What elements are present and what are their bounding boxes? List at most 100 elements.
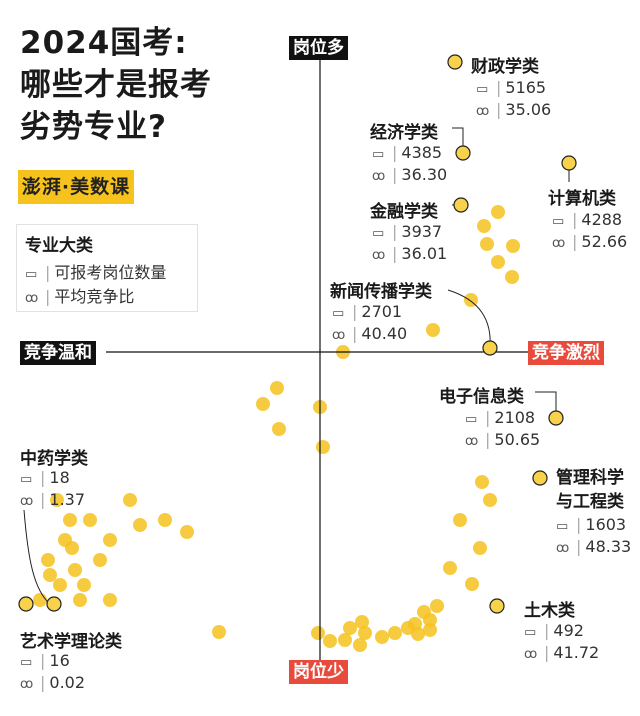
people-icon: ꝏ: [556, 541, 570, 556]
data-point: [443, 561, 457, 575]
data-point: [256, 397, 270, 411]
title-line-3: 劣势专业?: [20, 109, 167, 145]
point-stats: ▭ | 492 ꝏ | 41.72: [524, 621, 599, 662]
data-point: [272, 422, 286, 436]
data-point: [353, 638, 367, 652]
point-label: 金融学类: [370, 202, 438, 222]
data-point: [355, 615, 369, 629]
data-point: [33, 593, 47, 607]
competition-value: 48.33: [585, 537, 632, 556]
competition-value: 50.65: [494, 430, 541, 449]
competition-stat: ꝏ | 41.72: [524, 643, 600, 662]
data-point: [465, 577, 479, 591]
positions-stat: ▭ | 1603: [556, 515, 627, 534]
monitor-icon: ▭: [476, 82, 489, 97]
positions-value: 4288: [581, 210, 623, 229]
data-point: [123, 493, 137, 507]
labeled-data-point: [532, 470, 548, 486]
point-stats: ▭ | 4288 ꝏ | 52.66: [552, 210, 627, 251]
labeled-data-point: [447, 54, 463, 70]
data-point: [50, 493, 64, 507]
legend-row-competition: ꝏ | 平均竞争比: [25, 287, 135, 306]
leader-line: [535, 391, 557, 418]
positions-value: 2701: [361, 302, 403, 321]
competition-value: 36.30: [401, 165, 448, 184]
point-stats: ▭ | 5165 ꝏ | 35.06: [476, 78, 551, 119]
data-point: [73, 593, 87, 607]
labeled-data-point: [46, 596, 62, 612]
data-point: [53, 578, 67, 592]
data-point: [133, 518, 147, 532]
monitor-icon: ▭: [524, 625, 537, 640]
data-point: [430, 599, 444, 613]
competition-stat: ꝏ | 36.30: [372, 165, 448, 184]
point-label: 计算机类: [548, 189, 616, 209]
positions-value: 1603: [585, 515, 627, 534]
point-label: 中药学类: [20, 449, 88, 469]
data-point: [158, 513, 172, 527]
competition-value: 52.66: [581, 232, 628, 251]
competition-value: 36.01: [401, 244, 448, 263]
point-label: 经济学类: [370, 123, 438, 143]
labeled-data-point: [561, 155, 577, 171]
competition-stat: ꝏ | 48.33: [556, 537, 632, 556]
legend-label-positions: 可报考岗位数量: [54, 263, 167, 282]
positions-value: 492: [553, 621, 584, 640]
competition-value: 1.37: [49, 490, 86, 509]
leader-line: [447, 289, 491, 349]
data-point: [343, 621, 357, 635]
data-point: [426, 323, 440, 337]
point-stats: ▭ | 18 ꝏ | 1.37: [20, 468, 85, 509]
data-point: [453, 513, 467, 527]
positions-value: 5165: [505, 78, 547, 97]
point-label: 管理科学与工程类: [556, 468, 624, 512]
monitor-icon: ▭: [465, 412, 478, 427]
monitor-icon: ▭: [20, 655, 33, 670]
positions-value: 3937: [401, 222, 443, 241]
competition-stat: ꝏ | 0.02: [20, 673, 86, 692]
data-point: [491, 255, 505, 269]
data-point: [411, 627, 425, 641]
point-label: 财政学类: [471, 57, 539, 77]
point-stats: ▭ | 2701 ꝏ | 40.40: [332, 302, 407, 343]
data-point: [423, 613, 437, 627]
legend-row-positions: ▭ | 可报考岗位数量: [25, 263, 167, 282]
data-point: [388, 626, 402, 640]
monitor-icon: ▭: [332, 306, 345, 321]
positions-stat: ▭ | 2108: [465, 408, 536, 427]
axis-label-right: 竞争激烈: [528, 341, 604, 365]
labeled-data-point: [489, 598, 505, 614]
labeled-data-point: [18, 596, 34, 612]
data-point: [68, 563, 82, 577]
data-point: [480, 237, 494, 251]
data-point: [63, 513, 77, 527]
data-point: [93, 553, 107, 567]
leader-line: [452, 127, 464, 153]
data-point: [491, 205, 505, 219]
competition-stat: ꝏ | 40.40: [332, 324, 408, 343]
competition-stat: ꝏ | 1.37: [20, 490, 86, 509]
people-icon: ꝏ: [476, 104, 490, 119]
positions-stat: ▭ | 4385: [372, 143, 443, 162]
competition-stat: ꝏ | 50.65: [465, 430, 541, 449]
people-icon: ꝏ: [20, 677, 34, 692]
title-line-1: 2024国考:: [20, 25, 188, 61]
labeled-data-point: [453, 197, 469, 213]
point-label: 电子信息类: [439, 387, 524, 407]
data-point: [180, 525, 194, 539]
positions-value: 4385: [401, 143, 443, 162]
point-stats: ▭ | 1603 ꝏ | 48.33: [556, 515, 631, 556]
positions-value: 18: [49, 468, 70, 487]
positions-value: 16: [49, 651, 70, 670]
page-title: 2024国考: 哪些才是报考 劣势专业?: [20, 22, 212, 148]
positions-stat: ▭ | 16: [20, 651, 70, 670]
monitor-icon: ▭: [372, 226, 385, 241]
title-line-2: 哪些才是报考: [20, 67, 212, 103]
competition-value: 41.72: [553, 643, 600, 662]
monitor-icon: ▭: [556, 519, 569, 534]
positions-stat: ▭ | 492: [524, 621, 584, 640]
labeled-data-point: [548, 410, 564, 426]
point-stats: ▭ | 3937 ꝏ | 36.01: [372, 222, 447, 263]
people-icon: ꝏ: [372, 248, 386, 263]
